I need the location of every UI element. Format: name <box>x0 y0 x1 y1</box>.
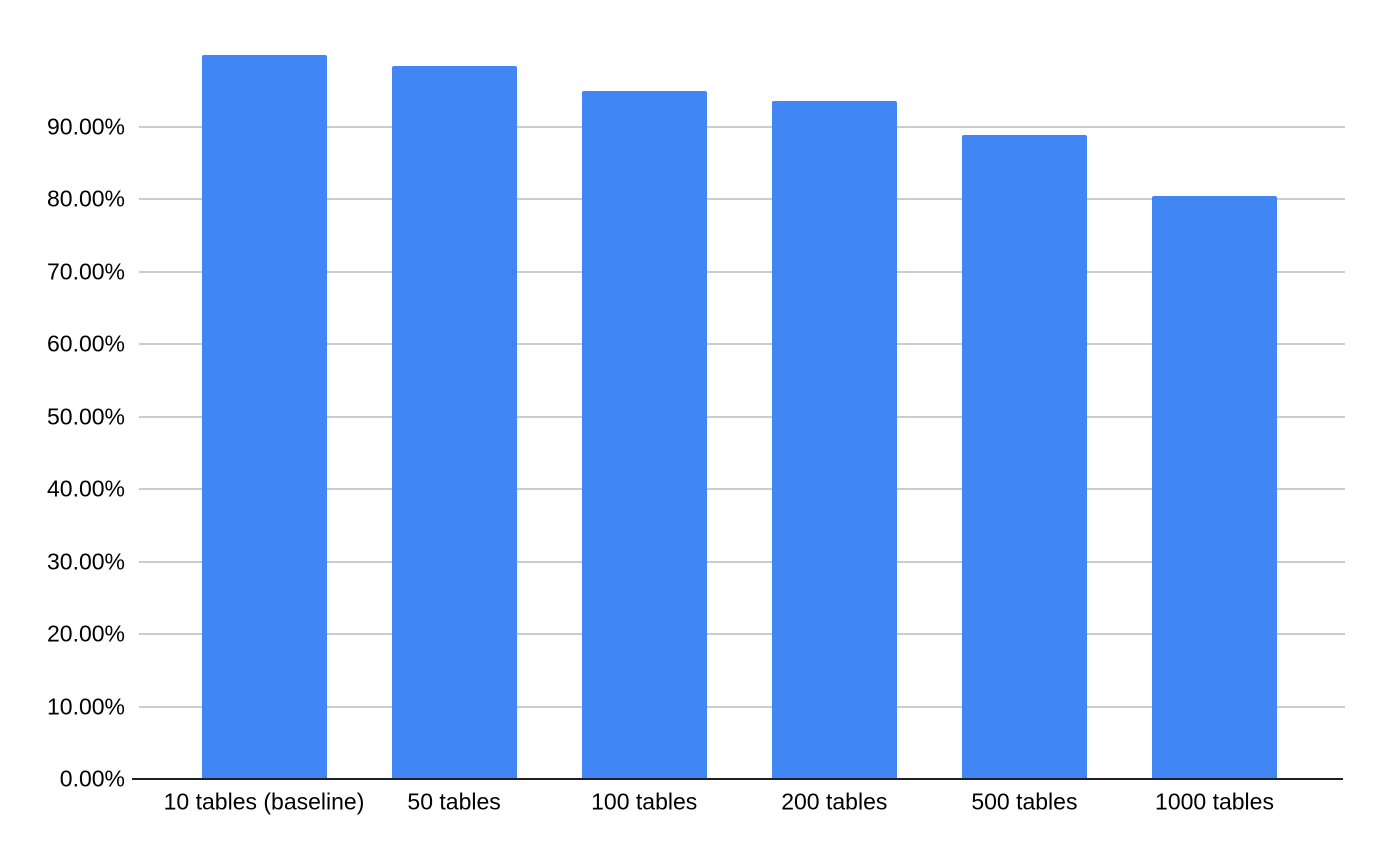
y-axis-tick-label: 20.00% <box>46 620 125 647</box>
x-axis-category-label: 500 tables <box>971 788 1078 815</box>
x-axis-category-label: 1000 tables <box>1155 788 1274 815</box>
gridline <box>139 488 1345 491</box>
x-axis-category-label: 100 tables <box>591 788 698 815</box>
y-axis-tick-label: 90.00% <box>46 113 125 140</box>
y-axis-tick-label: 60.00% <box>46 330 125 357</box>
y-axis-tick-label: 50.00% <box>46 403 125 430</box>
gridline <box>139 415 1345 418</box>
x-axis-line <box>132 778 1343 780</box>
gridline <box>139 270 1345 273</box>
gridline <box>139 198 1345 201</box>
y-axis-tick-label: 30.00% <box>46 548 125 575</box>
gridline <box>139 126 1345 129</box>
bar-3 <box>771 100 897 779</box>
x-axis-category-label: 50 tables <box>407 788 501 815</box>
y-axis-tick-label: 0.00% <box>59 765 125 792</box>
bar-0 <box>201 54 327 779</box>
y-axis-tick-label: 80.00% <box>46 185 125 212</box>
y-axis-tick-label: 40.00% <box>46 475 125 502</box>
y-axis-tick-label: 70.00% <box>46 258 125 285</box>
gridline <box>139 705 1345 708</box>
x-axis-category-label: 10 tables (baseline) <box>163 788 365 815</box>
bar-4 <box>961 135 1087 779</box>
bar-1 <box>391 66 517 779</box>
gridline <box>139 560 1345 563</box>
y-axis-tick-label: 10.00% <box>46 692 125 719</box>
x-axis-category-label: 200 tables <box>781 788 888 815</box>
bar-2 <box>581 90 707 779</box>
gridline <box>139 343 1345 346</box>
gridline <box>139 633 1345 636</box>
bar-5 <box>1152 195 1277 779</box>
